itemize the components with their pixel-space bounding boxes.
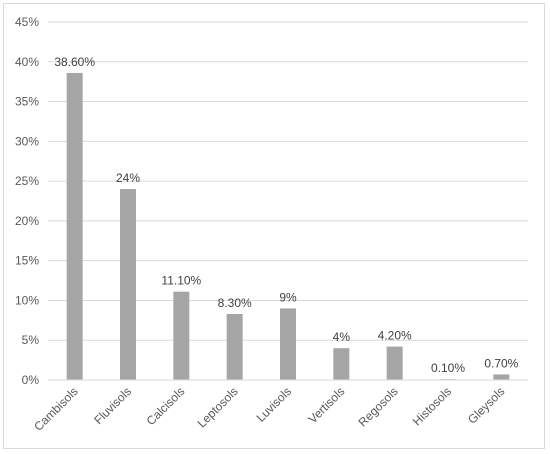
data-label: 9% (279, 290, 297, 304)
bar (226, 313, 243, 380)
category-label: Fluvisols (91, 384, 134, 427)
y-tick-label: 20% (15, 214, 39, 228)
chart-frame (3, 3, 545, 449)
y-tick-label: 45% (15, 15, 39, 29)
data-label: 0.70% (484, 356, 518, 370)
y-tick-label: 0% (22, 373, 40, 387)
y-tick-label: 5% (22, 333, 40, 347)
y-tick-label: 40% (15, 55, 39, 69)
y-tick-label: 30% (15, 134, 39, 148)
data-label: 11.10% (161, 274, 201, 288)
y-tick-label: 35% (15, 95, 39, 109)
bar (173, 291, 190, 380)
bar (493, 374, 510, 380)
y-tick-label: 10% (15, 293, 39, 307)
bar (120, 189, 136, 380)
data-label: 4% (333, 330, 351, 344)
category-label: Gleysols (465, 384, 507, 426)
category-label: Vertisols (305, 384, 347, 426)
category-label: Leptosols (195, 384, 241, 430)
y-tick-label: 25% (15, 174, 39, 188)
category-label: Cambisols (31, 384, 81, 434)
data-label: 8.30% (218, 296, 252, 310)
category-label: Luvisols (254, 384, 295, 425)
data-label: 24% (116, 171, 140, 185)
data-label: 4.20% (378, 329, 412, 343)
bar (333, 348, 350, 380)
data-label: 0.10% (431, 361, 465, 375)
category-label: Histosols (410, 384, 454, 428)
data-label: 38.60% (54, 55, 95, 69)
category-label: Regosols (356, 384, 401, 429)
category-label: Calcisols (144, 384, 188, 428)
bar (386, 346, 403, 380)
bar (66, 72, 83, 380)
bar (280, 308, 296, 380)
y-tick-label: 15% (15, 254, 39, 268)
